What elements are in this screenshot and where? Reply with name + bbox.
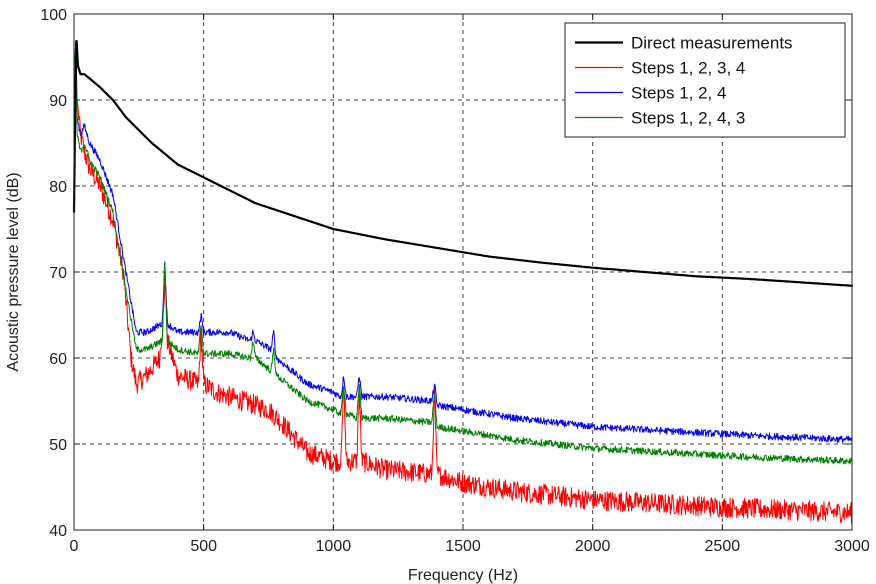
series-line <box>72 39 854 287</box>
x-tick-label: 2500 <box>705 538 741 555</box>
legend-entry: Steps 1, 2, 4, 3 <box>631 109 745 128</box>
legend-entry: Direct measurements <box>631 34 793 53</box>
series-layer <box>72 39 854 524</box>
x-tick-label: 1000 <box>316 538 352 555</box>
legend: Direct measurements Steps 1, 2, 3, 4 Steps… <box>564 22 846 138</box>
y-tick-label: 80 <box>49 179 67 196</box>
x-tick-label: 3000 <box>834 538 870 555</box>
x-tick-label: 2000 <box>575 538 611 555</box>
x-tick-label: 0 <box>70 538 79 555</box>
series-line <box>73 45 853 465</box>
series-line <box>73 43 853 444</box>
y-tick-label: 90 <box>49 93 67 110</box>
x-axis-label: Frequency (Hz) <box>408 567 518 584</box>
x-axis-ticks: 0 500 1000 1500 2000 2500 3000 <box>70 14 870 555</box>
x-tick-label: 1500 <box>445 538 481 555</box>
series-line <box>73 40 853 524</box>
x-tick-label: 500 <box>190 538 217 555</box>
legend-entry: Steps 1, 2, 4 <box>631 84 726 103</box>
y-tick-label: 60 <box>49 351 67 368</box>
y-axis-label: Acoustic pressure level (dB) <box>5 172 22 371</box>
y-tick-label: 100 <box>40 7 67 24</box>
y-axis-ticks: 40 50 60 70 80 90 100 <box>40 7 852 540</box>
y-tick-label: 50 <box>49 437 67 454</box>
y-tick-label: 40 <box>49 523 67 540</box>
legend-entry: Steps 1, 2, 3, 4 <box>631 59 745 78</box>
y-tick-label: 70 <box>49 265 67 282</box>
grid-lines <box>74 14 852 530</box>
